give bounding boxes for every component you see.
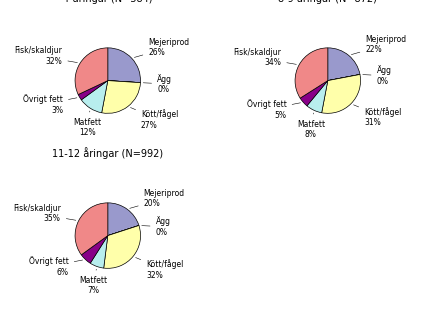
Wedge shape <box>300 81 328 106</box>
Wedge shape <box>78 81 108 100</box>
Wedge shape <box>108 225 139 236</box>
Wedge shape <box>81 81 108 113</box>
Title: 11-12 åringar (N=992): 11-12 åringar (N=992) <box>52 147 163 159</box>
Text: Övrigt fett
3%: Övrigt fett 3% <box>23 94 77 114</box>
Title: 4-åringar (N=584): 4-åringar (N=584) <box>63 0 153 4</box>
Text: Ägg
0%: Ägg 0% <box>142 217 171 237</box>
Wedge shape <box>75 48 108 95</box>
Wedge shape <box>295 48 328 98</box>
Text: Mejeriprod
20%: Mejeriprod 20% <box>130 189 185 208</box>
Wedge shape <box>104 225 140 268</box>
Wedge shape <box>322 74 360 113</box>
Text: Fisk/skaldjur
32%: Fisk/skaldjur 32% <box>15 46 77 66</box>
Title: 8-9 åringar (N=872): 8-9 åringar (N=872) <box>279 0 377 4</box>
Wedge shape <box>108 81 140 83</box>
Text: Fisk/skaldjur
34%: Fisk/skaldjur 34% <box>233 48 297 67</box>
Text: Kött/fågel
31%: Kött/fågel 31% <box>353 105 401 127</box>
Wedge shape <box>81 236 108 263</box>
Wedge shape <box>108 48 140 83</box>
Text: Ägg
0%: Ägg 0% <box>363 65 392 86</box>
Text: Mejeriprod
22%: Mejeriprod 22% <box>351 35 407 55</box>
Text: Kött/fågel
32%: Kött/fågel 32% <box>136 258 183 280</box>
Wedge shape <box>108 203 139 236</box>
Wedge shape <box>90 236 108 268</box>
Text: Matfett
12%: Matfett 12% <box>73 111 101 137</box>
Text: Övrigt fett
5%: Övrigt fett 5% <box>247 99 301 120</box>
Text: Övrigt fett
6%: Övrigt fett 6% <box>29 256 83 277</box>
Wedge shape <box>328 74 360 81</box>
Text: Matfett
7%: Matfett 7% <box>80 269 108 295</box>
Wedge shape <box>75 203 108 255</box>
Text: Ägg
0%: Ägg 0% <box>143 74 172 94</box>
Wedge shape <box>102 81 140 113</box>
Wedge shape <box>307 81 328 113</box>
Wedge shape <box>328 48 360 81</box>
Text: Mejeriprod
26%: Mejeriprod 26% <box>134 38 190 57</box>
Text: Fisk/skaldjur
35%: Fisk/skaldjur 35% <box>13 204 76 223</box>
Text: Kött/fågel
27%: Kött/fågel 27% <box>130 108 178 130</box>
Text: Matfett
8%: Matfett 8% <box>297 113 325 139</box>
